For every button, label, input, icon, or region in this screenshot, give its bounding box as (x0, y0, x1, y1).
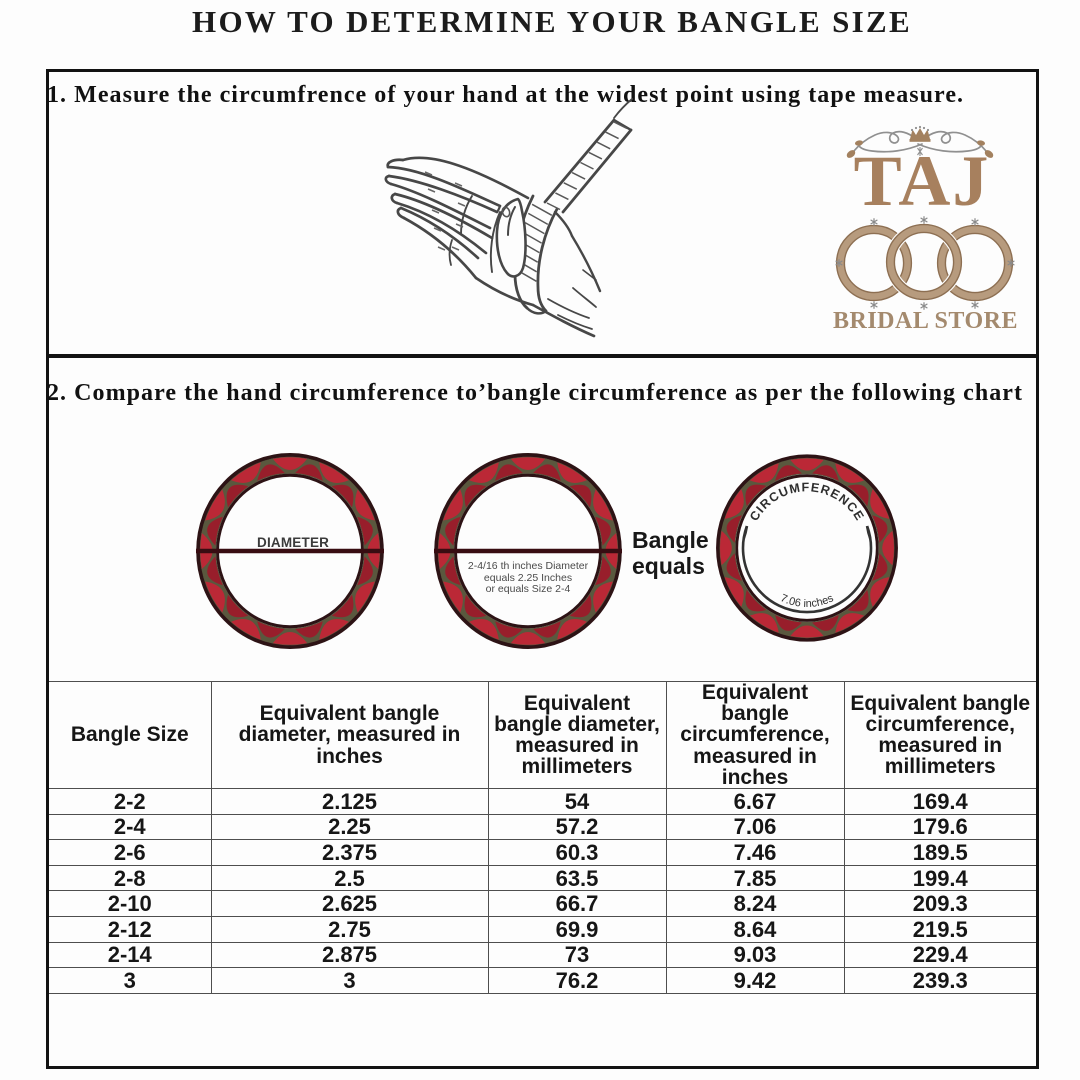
svg-text:7.06 inches: 7.06 inches (779, 592, 836, 610)
